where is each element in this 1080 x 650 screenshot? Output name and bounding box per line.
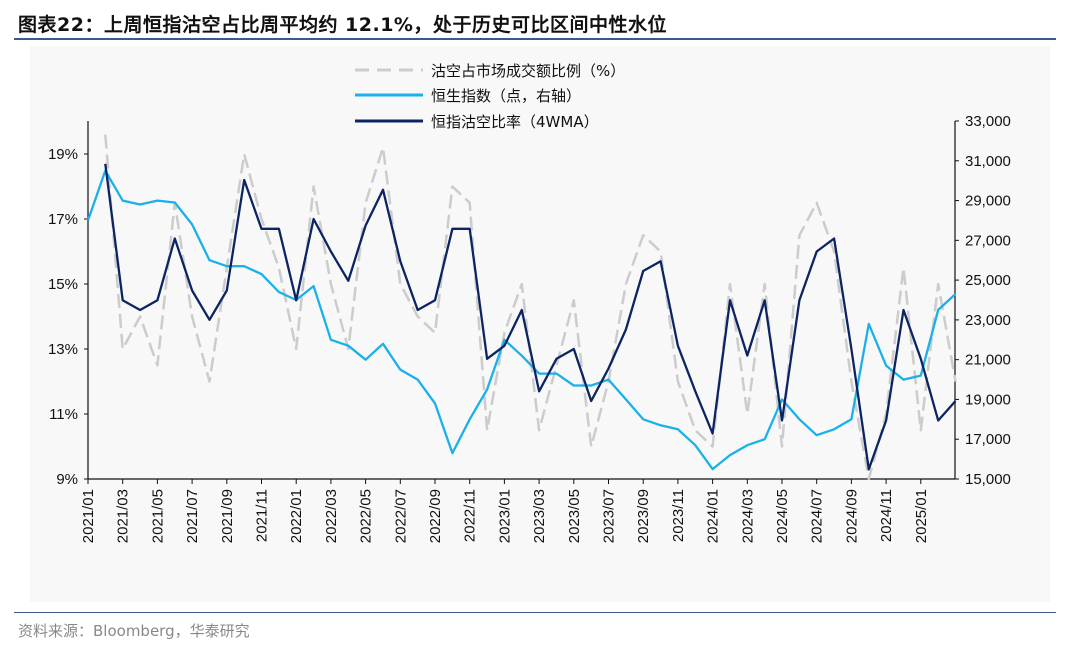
source-note: 资料来源：Bloomberg，华泰研究	[18, 622, 250, 640]
x-tick-label: 2022/01	[288, 489, 305, 543]
right-tick-label: 27,000	[965, 232, 1011, 249]
right-tick-label: 31,000	[965, 153, 1011, 170]
left-tick-label: 19%	[48, 146, 78, 163]
x-tick-label: 2023/05	[566, 489, 583, 543]
x-tick-label: 2023/01	[496, 489, 513, 543]
x-tick-label: 2024/03	[739, 489, 756, 543]
x-tick-label: 2022/11	[462, 489, 479, 542]
x-tick-label: 2021/07	[184, 489, 201, 543]
figure-title: 图表22：上周恒指沽空占比周平均约 12.1%，处于历史可比区间中性水位	[18, 14, 667, 36]
right-tick-label: 19,000	[965, 391, 1011, 408]
x-tick-label: 2024/11	[878, 489, 895, 542]
x-tick-label: 2024/05	[774, 489, 791, 543]
left-tick-label: 15%	[48, 276, 78, 293]
chart-panel	[30, 46, 1050, 602]
x-tick-label: 2021/01	[80, 489, 97, 543]
right-tick-label: 15,000	[965, 471, 1011, 488]
legend-label-0: 沽空占市场成交额比例（%）	[431, 62, 625, 80]
x-tick-label: 2023/03	[531, 489, 548, 543]
right-tick-label: 17,000	[965, 431, 1011, 448]
right-tick-label: 21,000	[965, 352, 1011, 369]
series-line-2	[104, 163, 957, 471]
x-tick-label: 2025/01	[913, 489, 930, 543]
x-tick-label: 2022/09	[427, 489, 444, 543]
left-tick-label: 9%	[56, 471, 78, 488]
x-tick-label: 2021/05	[149, 489, 166, 543]
right-tick-label: 33,000	[965, 113, 1011, 130]
x-tick-label: 2024/01	[705, 489, 722, 543]
x-tick-label: 2021/03	[115, 489, 132, 543]
series-line-0	[104, 134, 957, 481]
right-tick-label: 25,000	[965, 272, 1011, 289]
x-tick-label: 2022/07	[392, 489, 409, 543]
x-tick-label: 2021/09	[219, 489, 236, 543]
x-tick-label: 2024/07	[809, 489, 826, 543]
right-tick-label: 29,000	[965, 193, 1011, 210]
x-tick-label: 2021/11	[254, 489, 271, 542]
footer-divider	[14, 612, 1056, 613]
right-tick-label: 23,000	[965, 312, 1011, 329]
x-tick-label: 2023/11	[670, 489, 687, 542]
legend-label-2: 恒指沽空比率（4WMA）	[431, 113, 599, 131]
title-divider	[14, 38, 1056, 40]
x-tick-label: 2023/09	[635, 489, 652, 543]
x-tick-label: 2024/09	[843, 489, 860, 543]
x-tick-label: 2022/03	[323, 489, 340, 543]
x-tick-label: 2023/07	[601, 489, 618, 543]
x-tick-label: 2022/05	[358, 489, 375, 543]
left-tick-label: 11%	[49, 406, 78, 423]
left-tick-label: 13%	[48, 341, 78, 358]
legend-label-1: 恒生指数（点，右轴）	[431, 87, 581, 105]
left-tick-label: 17%	[48, 211, 78, 228]
